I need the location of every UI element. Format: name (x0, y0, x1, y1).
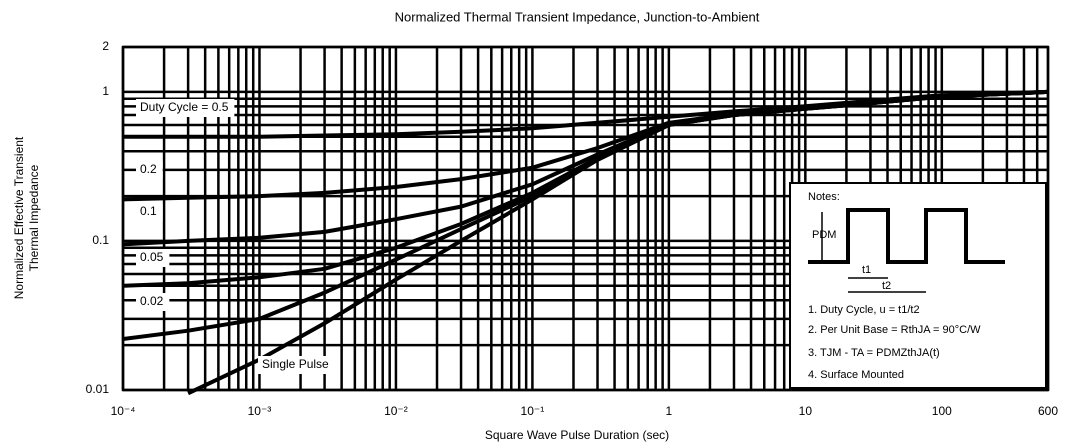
series-label: 0.02 (140, 294, 164, 308)
label-background (136, 161, 163, 179)
x-tick-label: 100 (932, 404, 952, 418)
label-background (136, 99, 235, 117)
note-item: 4. Surface Mounted (808, 369, 904, 381)
series-labels: Duty Cycle = 0.5 0.2 0.1 0.05 0.02 Single Pul… (136, 99, 335, 374)
label-background (136, 293, 170, 311)
y-tick-label: 1 (102, 84, 109, 98)
notes-frame (789, 182, 1047, 389)
series-label: 0.2 (140, 162, 157, 176)
pulse-waveform (808, 208, 1005, 264)
x-tick-label: 10⁻⁴ (111, 404, 136, 418)
series-label: 0.1 (140, 204, 157, 218)
series-label: 0.05 (140, 250, 164, 264)
chart-title: Normalized Thermal Transient Impedance, … (395, 9, 760, 24)
x-tick-label: 10⁻² (384, 404, 408, 418)
plot-frame (121, 45, 1050, 392)
pdm-label: PDM (812, 229, 836, 241)
y-tick-label: 2 (102, 39, 109, 53)
note-item: 3. TJM - TA = PDMZthJA(t) (808, 347, 940, 359)
x-tick-label: 10⁻¹ (521, 404, 545, 418)
note-item: 2. Per Unit Base = RthJA = 90°C/W (808, 324, 981, 336)
curve (187, 89, 1049, 396)
x-tick-label: 10 (799, 404, 813, 418)
label-background (136, 203, 163, 221)
x-tick-label: 1 (666, 404, 673, 418)
x-tick-label: 10⁻³ (248, 404, 272, 418)
x-tick-label: 600 (1038, 404, 1058, 418)
x-axis-label: Square Wave Pulse Duration (sec) (485, 428, 669, 442)
y-tick-label: 0.01 (86, 382, 110, 396)
series-label: Duty Cycle = 0.5 (140, 100, 229, 114)
t1-label: t1 (862, 264, 871, 276)
y-axis-label: Thermal Impedance (27, 164, 41, 271)
label-background (258, 356, 335, 374)
t2-label: t2 (882, 280, 891, 292)
notes-title: Notes: (808, 191, 840, 203)
y-tick-label: 0.1 (92, 233, 109, 247)
curves (122, 89, 1049, 396)
label-background (136, 249, 170, 267)
notes-box: Notes: PDM t1 t2 1. Duty Cycle, u = t1/t… (789, 182, 1047, 389)
y-axis-label: Normalized Effective Transient (12, 136, 26, 299)
series-label: Single Pulse (262, 357, 329, 371)
note-item: 1. Duty Cycle, u = t1/t2 (808, 304, 920, 316)
